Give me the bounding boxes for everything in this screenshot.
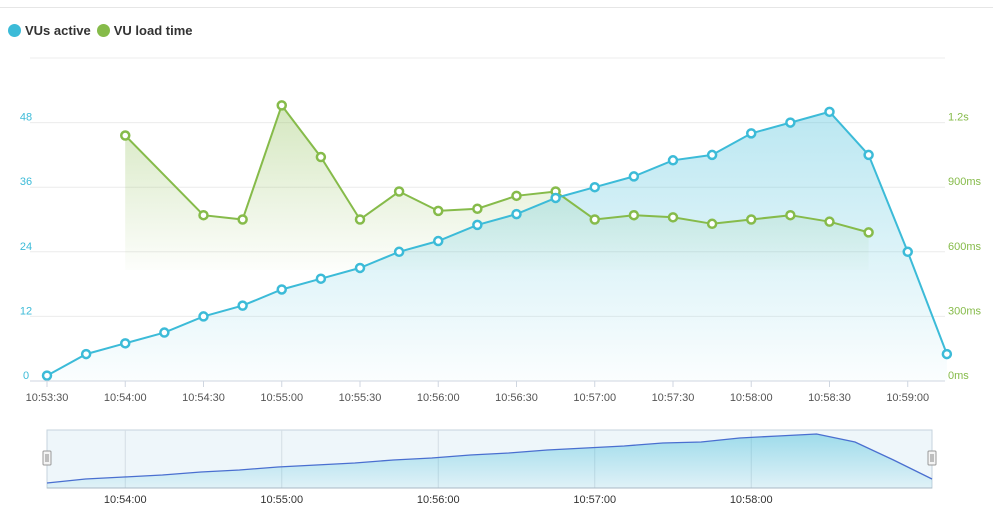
- y-left-tick-label: 24: [20, 241, 32, 253]
- point-vu-load-time[interactable]: [315, 151, 327, 163]
- x-tick-label: 10:55:00: [260, 392, 303, 404]
- x-tick-label: 10:59:00: [886, 392, 929, 404]
- point-vus-active[interactable]: [393, 246, 405, 258]
- point-vu-load-time[interactable]: [432, 205, 444, 217]
- x-tick-label: 10:58:30: [808, 392, 851, 404]
- point-vus-active[interactable]: [472, 219, 483, 231]
- point-vu-load-time[interactable]: [119, 130, 131, 141]
- area-vus-active: [47, 111, 947, 382]
- point-vu-load-time[interactable]: [276, 100, 287, 111]
- point-vu-load-time[interactable]: [667, 212, 679, 223]
- x-tick-label: 10:56:00: [417, 392, 460, 404]
- navigator-handle-left[interactable]: [42, 450, 52, 466]
- point-vus-active[interactable]: [667, 155, 679, 166]
- navigator-tick-label: 10:55:00: [260, 494, 303, 506]
- point-vus-active[interactable]: [198, 311, 209, 322]
- point-vus-active[interactable]: [863, 149, 874, 161]
- x-tick-label: 10:54:00: [104, 392, 147, 404]
- navigator-handle-right[interactable]: [927, 450, 937, 466]
- point-vu-load-time[interactable]: [785, 209, 796, 221]
- navigator-tick-label: 10:54:00: [104, 494, 147, 506]
- point-vus-active[interactable]: [80, 348, 92, 360]
- point-vu-load-time[interactable]: [354, 214, 366, 225]
- point-vus-active[interactable]: [276, 284, 287, 295]
- point-vus-active[interactable]: [159, 327, 170, 338]
- point-vu-load-time[interactable]: [511, 190, 522, 202]
- point-vus-active[interactable]: [628, 171, 640, 182]
- y-right-tick-label: 300ms: [948, 305, 982, 317]
- x-tick-label: 10:57:00: [573, 392, 616, 404]
- navigator-tick-label: 10:58:00: [730, 494, 773, 506]
- point-vu-load-time[interactable]: [198, 209, 209, 221]
- y-left-tick-label: 0: [23, 370, 29, 382]
- x-tick-label: 10:55:30: [339, 392, 382, 404]
- point-vus-active[interactable]: [706, 149, 718, 161]
- point-vus-active[interactable]: [315, 273, 327, 284]
- point-vus-active[interactable]: [941, 348, 953, 360]
- point-vu-load-time[interactable]: [589, 214, 600, 225]
- y-right-tick-label: 600ms: [948, 241, 982, 253]
- point-vu-load-time[interactable]: [706, 218, 718, 230]
- legend-marker-vu-load-time: [96, 23, 110, 37]
- chart-legend: VUs active VU load time: [8, 20, 193, 40]
- series-areas: [47, 105, 947, 382]
- y-right-tick-label: 900ms: [948, 176, 982, 188]
- navigator-tick-label: 10:57:00: [573, 494, 616, 506]
- point-vus-active[interactable]: [511, 208, 522, 220]
- y-left-tick-label: 48: [20, 112, 32, 124]
- x-tick-label: 10:56:30: [495, 392, 538, 404]
- point-vus-active[interactable]: [902, 246, 913, 258]
- legend-item-vus-active[interactable]: VUs active: [8, 23, 91, 38]
- legend-marker-vus-active: [8, 23, 21, 37]
- point-vu-load-time[interactable]: [628, 209, 640, 221]
- x-tick-label: 10:58:00: [730, 392, 773, 404]
- navigator-tick-label: 10:56:00: [417, 494, 460, 506]
- handle-grip[interactable]: [927, 450, 937, 466]
- point-vus-active[interactable]: [589, 181, 600, 193]
- navigator-line: [46, 433, 933, 484]
- legend-item-vu-load-time[interactable]: VU load time: [96, 22, 193, 38]
- handle-grip[interactable]: [42, 450, 52, 466]
- point-vus-active[interactable]: [41, 370, 53, 381]
- y-right-tick-label: 0ms: [948, 370, 969, 382]
- point-vus-active[interactable]: [824, 106, 835, 118]
- y-right-tick-label: 1.2s: [948, 112, 969, 124]
- y-left-tick-label: 12: [20, 305, 32, 317]
- x-tick-label: 10:54:30: [182, 392, 225, 404]
- point-vu-load-time[interactable]: [393, 186, 405, 197]
- top-divider: [0, 7, 993, 8]
- axes: 10:53:30 10:54:00 10:54:30 10:55:00 10:55:30…: [20, 112, 982, 404]
- point-vus-active[interactable]: [745, 128, 757, 139]
- point-vu-load-time[interactable]: [824, 216, 835, 227]
- point-vu-load-time[interactable]: [472, 203, 483, 214]
- y-left-tick-label: 36: [20, 176, 32, 188]
- x-tick-label: 10:53:30: [26, 392, 69, 404]
- x-tick-label: 10:57:30: [652, 392, 695, 404]
- line-vus-active: [46, 110, 948, 377]
- legend-label-vus-active: VUs active: [25, 22, 91, 38]
- navigator-area: [47, 434, 932, 488]
- point-vus-active[interactable]: [550, 192, 561, 204]
- series-points: [41, 100, 953, 381]
- point-vus-active[interactable]: [354, 262, 366, 274]
- point-vus-active[interactable]: [237, 300, 248, 311]
- point-vus-active[interactable]: [785, 117, 796, 128]
- point-vu-load-time[interactable]: [863, 227, 874, 238]
- point-vu-load-time[interactable]: [237, 214, 248, 225]
- navigator[interactable]: 10:54:00 10:55:00 10:56:00 10:57:00 10:58:00: [42, 429, 937, 506]
- point-vus-active[interactable]: [119, 338, 131, 349]
- legend-label-vu-load-time: VU load time: [113, 22, 193, 38]
- point-vu-load-time[interactable]: [745, 214, 757, 225]
- point-vus-active[interactable]: [432, 235, 444, 247]
